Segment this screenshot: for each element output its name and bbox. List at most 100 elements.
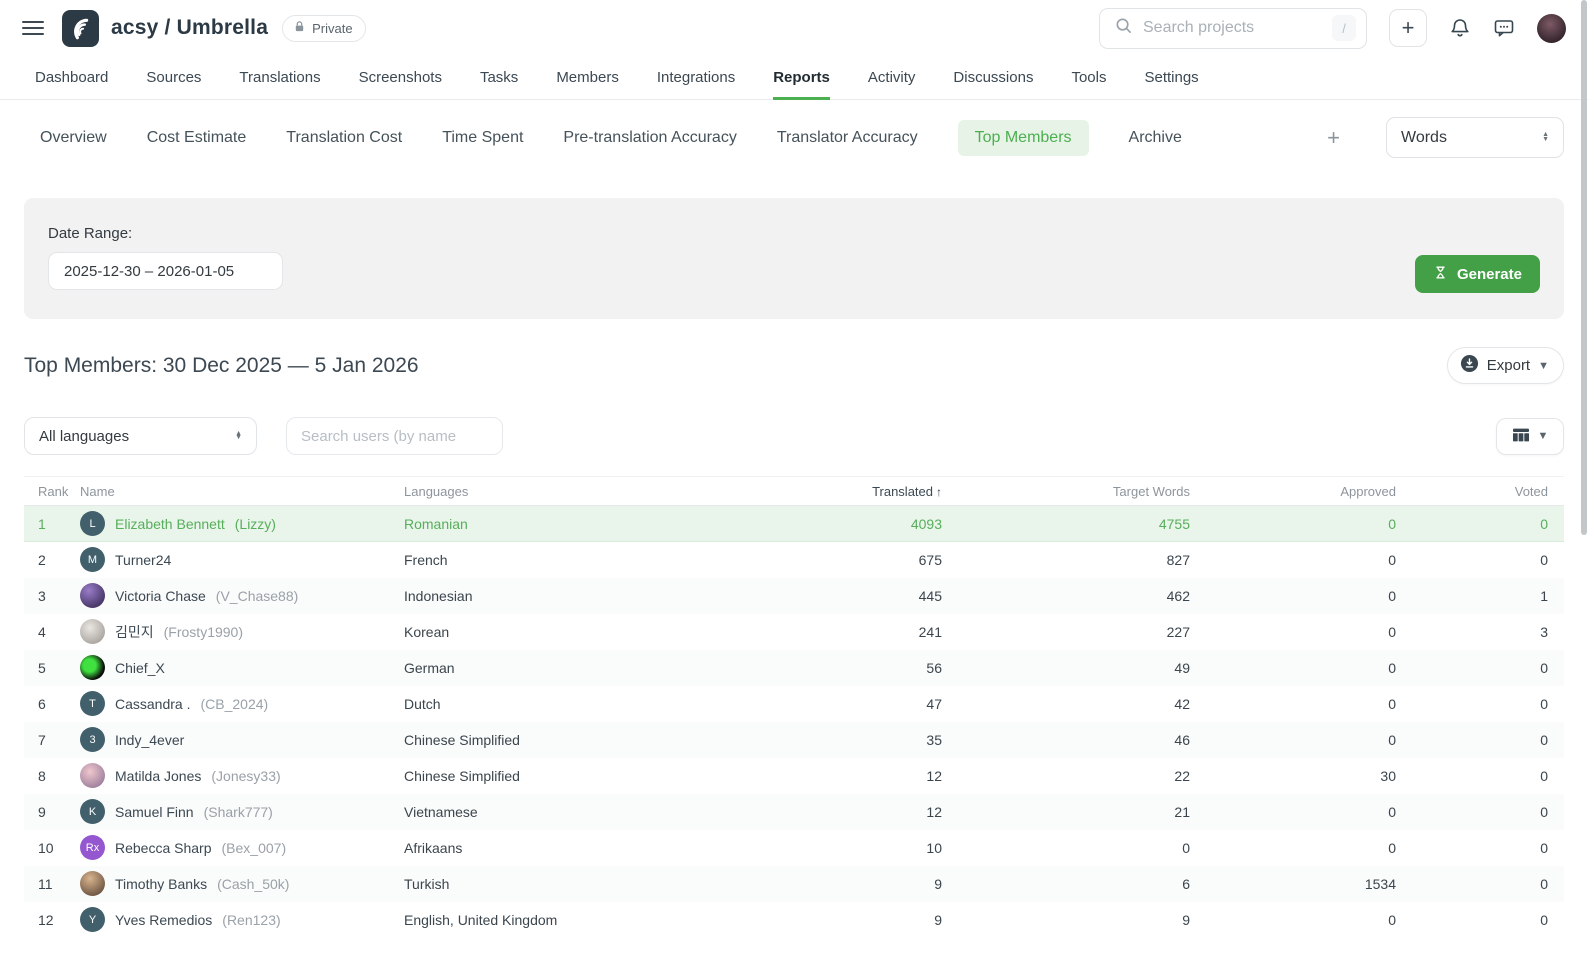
cell-languages: French (404, 551, 448, 568)
user-avatar[interactable] (1537, 13, 1566, 43)
member-name-link[interactable]: Timothy Banks (115, 875, 208, 892)
create-project-button[interactable]: + (1389, 9, 1427, 47)
nav-item-members[interactable]: Members (556, 69, 619, 86)
column-header-rank[interactable]: Rank (24, 476, 80, 506)
export-button-label: Export (1486, 357, 1531, 374)
nav-item-dashboard[interactable]: Dashboard (35, 69, 109, 86)
cell-languages: Turkish (404, 875, 450, 892)
member-avatar[interactable]: K (80, 799, 105, 824)
member-avatar[interactable]: L (80, 511, 105, 536)
messages-chat-icon[interactable] (1493, 17, 1515, 39)
report-tab-archive[interactable]: Archive (1128, 128, 1182, 146)
member-username: (Ren123) (222, 911, 281, 928)
export-button[interactable]: Export ▼ (1446, 347, 1564, 384)
member-name-link[interactable]: Turner24 (115, 551, 172, 568)
member-avatar[interactable] (80, 655, 105, 680)
member-name-link[interactable]: Victoria Chase (115, 587, 206, 604)
report-tab-pre-translation-accuracy[interactable]: Pre-translation Accuracy (563, 128, 737, 146)
unit-select[interactable]: Words ▲ ▼ (1386, 117, 1564, 158)
cell-languages: Indonesian (404, 587, 473, 604)
member-name-link[interactable]: Rebecca Sharp (115, 839, 212, 856)
member-name-link[interactable]: Samuel Finn (115, 803, 194, 820)
member-name-link[interactable]: Yves Remedios (115, 911, 213, 928)
nav-item-integrations[interactable]: Integrations (656, 69, 736, 86)
nav-item-screenshots[interactable]: Screenshots (358, 69, 442, 86)
member-username: (Lizzy) (234, 515, 276, 532)
cell-languages: German (404, 659, 455, 676)
user-search-input[interactable] (286, 417, 503, 455)
report-tab-top-members[interactable]: Top Members (957, 119, 1089, 156)
cell-target-words: 22 (1174, 767, 1190, 784)
column-settings-button[interactable]: ▼ (1496, 417, 1564, 455)
column-header-approved[interactable]: Approved (1190, 476, 1396, 506)
nav-item-discussions[interactable]: Discussions (953, 69, 1034, 86)
cell-languages: English, United Kingdom (404, 911, 558, 928)
table-row: 5 Chief_X German 56 49 0 0 (24, 649, 1564, 686)
member-avatar[interactable] (80, 763, 105, 788)
cell-approved: 30 (1380, 767, 1396, 784)
nav-item-reports[interactable]: Reports (773, 56, 830, 100)
app-header: acsy / Umbrella Private / + (0, 0, 1588, 56)
column-header-voted[interactable]: Voted (1396, 476, 1564, 506)
member-name-link[interactable]: Matilda Jones (115, 767, 202, 784)
report-tab-overview[interactable]: Overview (40, 128, 107, 146)
chevron-down-icon: ▼ (1537, 430, 1549, 442)
language-filter-select[interactable]: All languages ▲ ▼ (24, 417, 257, 455)
project-logo[interactable] (62, 9, 99, 47)
member-avatar[interactable]: Y (80, 907, 105, 932)
member-avatar[interactable] (80, 871, 105, 896)
cell-translated: 47 (926, 695, 942, 712)
column-header-name[interactable]: Name (80, 476, 404, 506)
column-header-target_words[interactable]: Target Words (942, 476, 1190, 506)
vertical-scrollbar[interactable] (1581, 0, 1588, 969)
cell-name: M Turner24 (80, 542, 404, 578)
member-avatar[interactable]: M (80, 547, 105, 573)
member-name-link[interactable]: Elizabeth Bennett (115, 515, 225, 532)
hourglass-icon (1433, 265, 1448, 284)
cell-rank: 8 (38, 767, 46, 784)
cell-rank: 10 (38, 839, 54, 856)
cell-approved: 0 (1388, 839, 1396, 856)
nav-item-activity[interactable]: Activity (867, 69, 916, 86)
nav-item-tasks[interactable]: Tasks (479, 69, 519, 86)
cell-translated: 56 (926, 659, 942, 676)
member-avatar[interactable]: T (80, 691, 105, 716)
cell-name: 3 Indy_4ever (80, 722, 404, 758)
search-input[interactable] (1143, 19, 1322, 37)
member-name-link[interactable]: Indy_4ever (115, 731, 185, 748)
member-name-link[interactable]: 김민지 (115, 623, 154, 640)
cell-rank: 3 (38, 587, 46, 604)
member-avatar[interactable] (80, 619, 105, 644)
cell-target-words: 46 (1174, 731, 1190, 748)
notifications-bell-icon[interactable] (1449, 17, 1471, 39)
table-body: 1 L Elizabeth Bennett (Lizzy) Romanian 4093 47… (24, 505, 1564, 938)
member-username: (V_Chase88) (215, 587, 299, 604)
project-search[interactable]: / (1099, 7, 1367, 49)
cell-approved: 0 (1388, 551, 1396, 568)
report-tab-time-spent[interactable]: Time Spent (442, 128, 524, 146)
add-report-tab-button[interactable]: + (1327, 124, 1340, 150)
nav-item-tools[interactable]: Tools (1071, 69, 1107, 86)
nav-item-sources[interactable]: Sources (146, 69, 202, 86)
cell-name: 김민지 (Frosty1990) (80, 614, 404, 650)
column-header-translated[interactable]: Translated ↑ (782, 476, 942, 506)
report-tab-cost-estimate[interactable]: Cost Estimate (146, 128, 247, 146)
cell-languages: Vietnamese (404, 803, 478, 820)
scrollbar-thumb[interactable] (1581, 0, 1587, 535)
date-range-input[interactable]: 2025-12-30 – 2026-01-05 (48, 252, 283, 290)
member-avatar[interactable] (80, 583, 105, 608)
member-name-link[interactable]: Cassandra . (115, 695, 191, 712)
cell-rank: 9 (38, 803, 46, 820)
nav-item-settings[interactable]: Settings (1144, 69, 1199, 86)
generate-button[interactable]: Generate (1414, 255, 1540, 293)
cell-translated: 445 (918, 587, 942, 604)
column-header-languages[interactable]: Languages (404, 476, 782, 506)
report-tab-translator-accuracy[interactable]: Translator Accuracy (776, 128, 918, 146)
hamburger-menu-icon[interactable] (22, 21, 44, 35)
nav-item-translations[interactable]: Translations (239, 69, 321, 86)
member-avatar[interactable]: Rx (80, 835, 105, 860)
member-name-link[interactable]: Chief_X (115, 659, 165, 676)
member-avatar[interactable]: 3 (80, 727, 105, 752)
member-username: (CB_2024) (200, 695, 269, 712)
report-tab-translation-cost[interactable]: Translation Cost (286, 128, 403, 146)
